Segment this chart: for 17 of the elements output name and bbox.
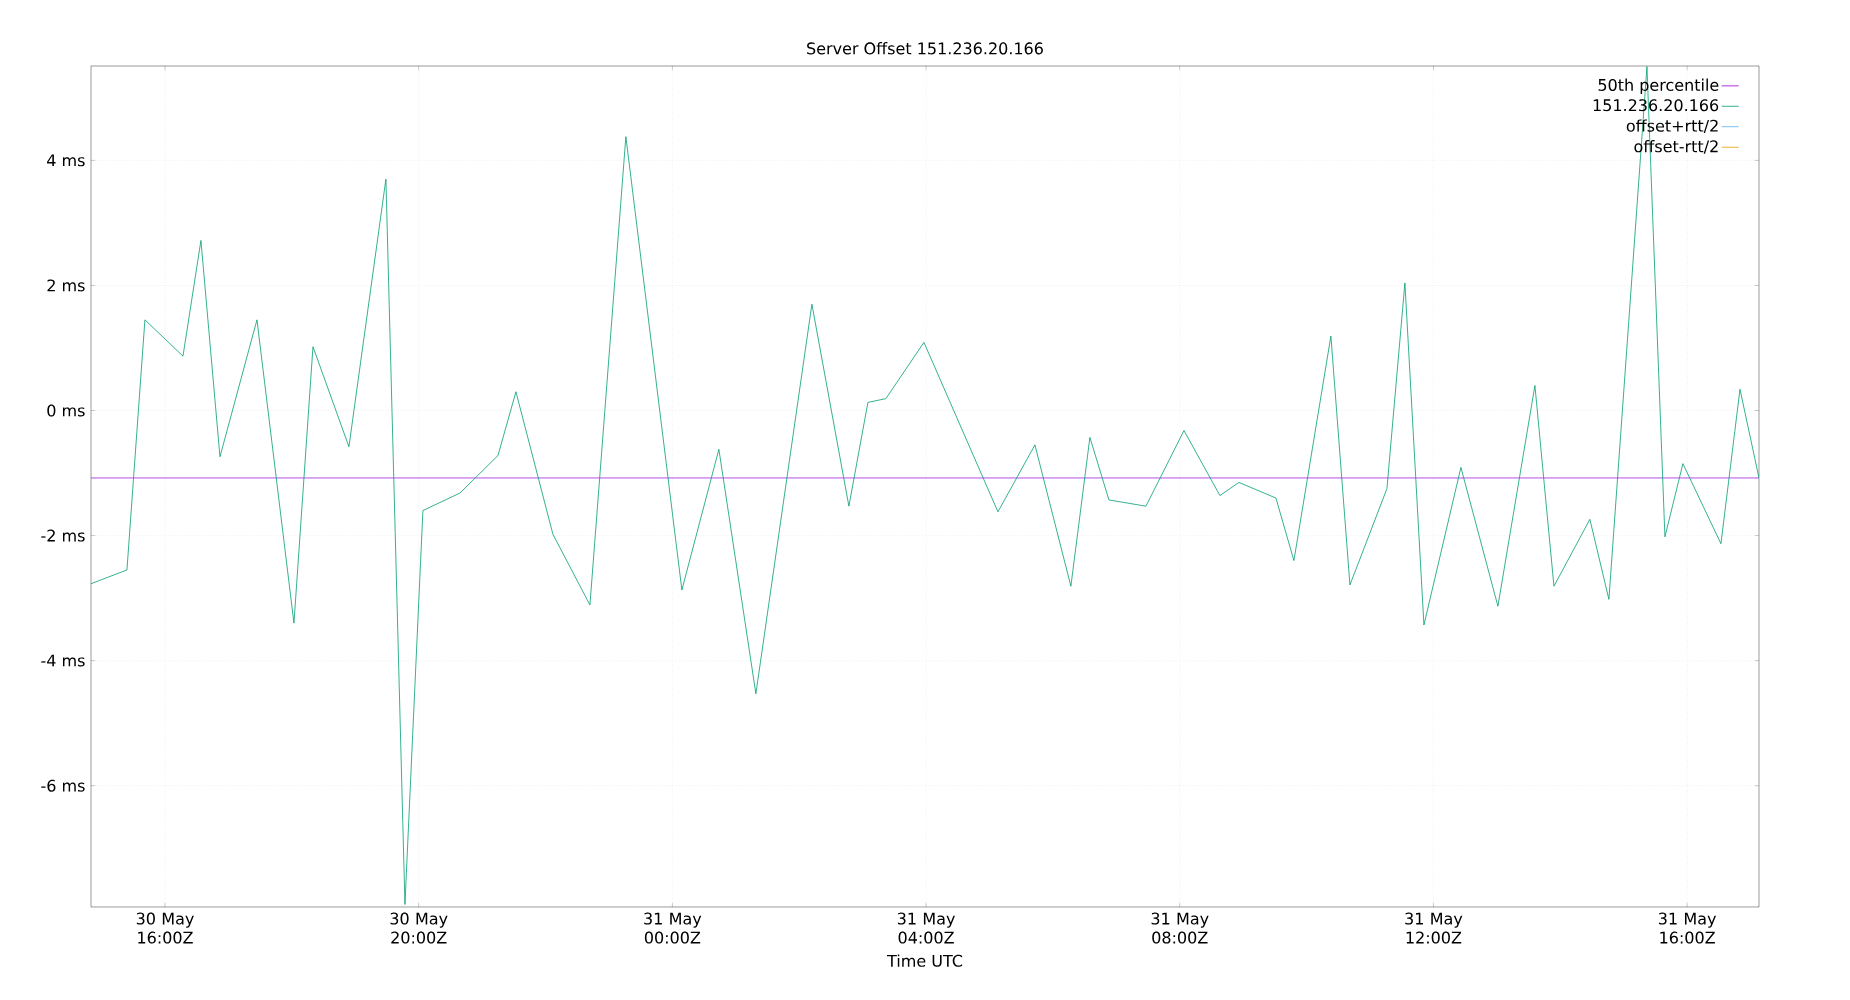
y-tick-label: 4 ms [47,154,85,167]
legend-label: offset-rtt/2 [1634,139,1718,154]
y-tick-label: -2 ms [41,529,85,542]
y-tick-label: 2 ms [47,279,85,292]
x-tick-label: 31 May 04:00Z [897,912,955,944]
x-axis-title: Time UTC [886,954,963,967]
y-tick-label: 0 ms [47,404,85,417]
x-tick-label: 30 May 20:00Z [390,912,448,944]
y-tick-label: -6 ms [41,779,85,792]
x-tick-label: 31 May 12:00Z [1405,912,1463,944]
chart-title: Server Offset 151.236.20.166 [807,42,1043,55]
legend-label: offset+rtt/2 [1626,119,1718,134]
y-tick-label: -4 ms [41,654,85,667]
x-tick-label: 30 May 16:00Z [136,912,194,944]
x-tick-label: 31 May 16:00Z [1658,912,1717,944]
x-tick-label: 31 May 08:00Z [1151,912,1209,944]
x-tick-label: 31 May 00:00Z [644,912,702,944]
